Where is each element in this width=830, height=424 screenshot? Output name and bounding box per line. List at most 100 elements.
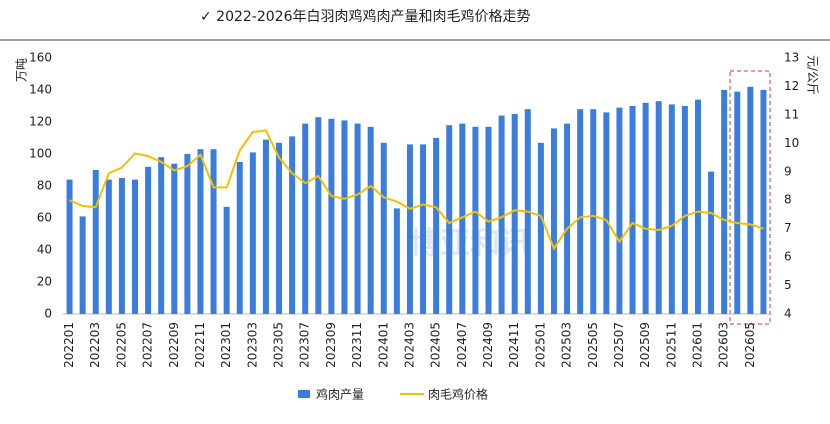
x-tick-label: 202301 — [219, 322, 233, 368]
bar — [236, 162, 243, 314]
x-tick-label: 202511 — [664, 322, 678, 368]
bar — [472, 126, 479, 314]
bar — [354, 123, 361, 314]
bar — [341, 120, 348, 315]
x-tick-label: 202507 — [612, 322, 626, 368]
watermark: 博亚和讯 — [410, 227, 530, 262]
x-tick-label: 202605 — [743, 322, 757, 368]
x-tick-label: 202405 — [429, 322, 443, 368]
y2-tick-label: 5 — [784, 278, 792, 292]
bar — [537, 142, 544, 314]
x-tick-label: 202409 — [481, 322, 495, 368]
x-tick-label: 202403 — [402, 322, 416, 368]
bar — [642, 102, 649, 314]
y-tick-label: 0 — [44, 307, 52, 321]
y2-tick-label: 4 — [784, 307, 792, 321]
x-tick-label: 202503 — [560, 322, 574, 368]
bar — [249, 152, 256, 314]
bar — [197, 149, 204, 314]
bar — [92, 170, 99, 314]
bar — [708, 171, 715, 314]
bar — [276, 142, 283, 314]
bar — [262, 139, 269, 314]
bar — [564, 123, 571, 314]
x-tick-label: 202509 — [638, 322, 652, 368]
bar — [184, 154, 191, 314]
y-tick-label: 120 — [29, 115, 52, 129]
bar — [420, 144, 427, 314]
y-tick-label: 20 — [37, 275, 52, 289]
bar — [315, 117, 322, 314]
x-tick-label: 202211 — [193, 322, 207, 368]
y2-tick-label: 10 — [784, 136, 799, 150]
y2-tick-label: 12 — [784, 79, 799, 93]
bar — [721, 90, 728, 314]
x-tick-label: 202603 — [717, 322, 731, 368]
bar — [433, 138, 440, 314]
bar — [747, 86, 754, 314]
bar — [158, 157, 165, 314]
bar — [446, 125, 453, 314]
line — [69, 129, 764, 251]
y2-tick-label: 11 — [784, 107, 799, 121]
x-tick-label: 202203 — [88, 322, 102, 368]
y2-tick-label: 8 — [784, 193, 792, 207]
bar — [694, 99, 701, 314]
y2-tick-label: 9 — [784, 164, 792, 178]
x-tick-label: 202501 — [533, 322, 547, 368]
bar — [668, 104, 675, 315]
x-tick-label: 202205 — [114, 322, 128, 368]
y-tick-label: 80 — [37, 179, 52, 193]
y-tick-label: 40 — [37, 243, 52, 257]
x-tick-label: 202303 — [245, 322, 259, 368]
bar — [655, 101, 662, 314]
x-tick-label: 202207 — [141, 322, 155, 368]
x-tick-label: 202311 — [350, 322, 364, 368]
y-tick-label: 100 — [29, 147, 52, 161]
y2-tick-label: 7 — [784, 221, 792, 235]
x-tick-label: 202307 — [298, 322, 312, 368]
bar — [577, 109, 584, 314]
bar — [105, 179, 112, 314]
x-tick-label: 202601 — [690, 322, 704, 368]
bar — [289, 136, 296, 314]
x-tick-label: 202401 — [376, 322, 390, 368]
bar — [629, 106, 636, 314]
x-tick-label: 202407 — [455, 322, 469, 368]
bar — [616, 107, 623, 314]
bar — [760, 90, 767, 314]
bar — [328, 118, 335, 314]
bar — [393, 208, 400, 314]
y-tick-label: 60 — [37, 211, 52, 225]
bar — [380, 142, 387, 314]
x-tick-label: 202209 — [167, 322, 181, 368]
x-tick-label: 202309 — [324, 322, 338, 368]
y2-tick-label: 6 — [784, 250, 792, 264]
legend-swatch — [298, 390, 310, 398]
bar — [210, 149, 217, 314]
y2-axis-title: 元/公斤 — [806, 55, 820, 95]
y-tick-label: 140 — [29, 83, 52, 97]
legend-label: 鸡肉产量 — [316, 387, 364, 402]
bar — [681, 106, 688, 314]
bar — [459, 123, 466, 314]
bar — [302, 123, 309, 314]
bar — [603, 112, 610, 315]
x-tick-label: 202411 — [507, 322, 521, 368]
bar — [498, 115, 505, 314]
y-tick-label: 160 — [29, 51, 52, 65]
y2-tick-label: 13 — [784, 51, 799, 65]
bar — [171, 163, 178, 314]
chart-title: ✓ 2022-2026年白羽肉鸡鸡肉产量和肉毛鸡价格走势 — [200, 8, 531, 25]
bar — [145, 166, 152, 314]
legend-label: 肉毛鸡价格 — [428, 387, 488, 402]
bar — [550, 128, 557, 314]
bar — [132, 179, 139, 314]
bar — [367, 126, 374, 314]
bar — [511, 114, 518, 314]
bar — [66, 179, 73, 314]
y-axis-title: 万吨 — [15, 58, 29, 82]
x-tick-label: 202201 — [62, 322, 76, 368]
